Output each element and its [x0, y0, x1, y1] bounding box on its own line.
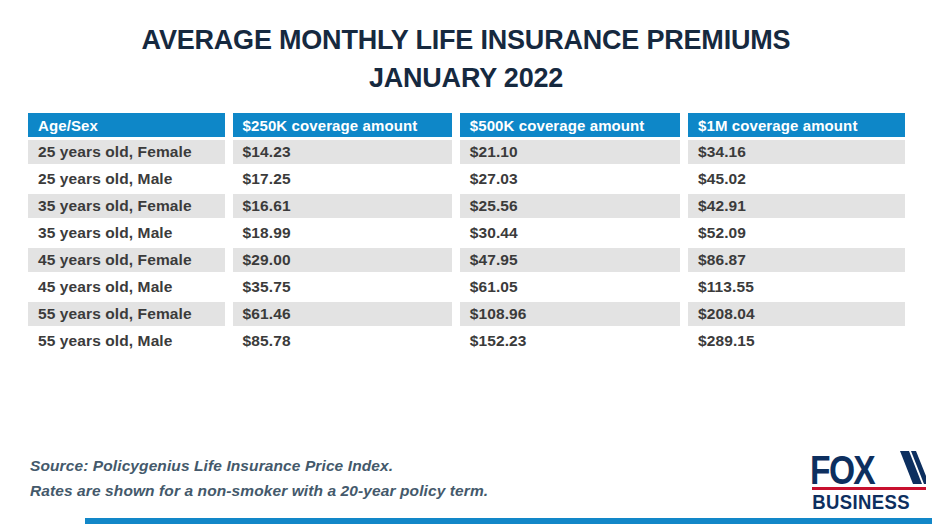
svg-text:BUSINESS: BUSINESS — [812, 492, 910, 512]
value-cell: $108.96 — [460, 302, 688, 329]
value-cell: $14.23 — [233, 140, 460, 167]
value-cell: $21.10 — [460, 140, 688, 167]
value-cell: $86.87 — [688, 248, 905, 275]
value-cell: $289.15 — [688, 329, 905, 356]
value-cell: $61.46 — [233, 302, 460, 329]
red-divider — [812, 487, 926, 490]
table-row: 25 years old, Male$17.25$27.03$45.02 — [28, 167, 905, 194]
value-cell: $208.04 — [688, 302, 905, 329]
infographic: AVERAGE MONTHLY LIFE INSURANCE PREMIUMS … — [0, 0, 932, 524]
table-header: Age/Sex$250K coverage amount$500K covera… — [28, 113, 905, 140]
page-title: AVERAGE MONTHLY LIFE INSURANCE PREMIUMS … — [0, 21, 932, 97]
column-header: $1M coverage amount — [688, 113, 905, 140]
value-cell: $18.99 — [233, 221, 460, 248]
business-wordmark: BUSINESS — [812, 492, 910, 512]
value-cell: $17.25 — [233, 167, 460, 194]
title-line-1: AVERAGE MONTHLY LIFE INSURANCE PREMIUMS — [0, 21, 932, 59]
value-cell: $45.02 — [688, 167, 905, 194]
source-note: Source: Policygenius Life Insurance Pric… — [30, 453, 488, 503]
source-line-1: Source: Policygenius Life Insurance Pric… — [30, 453, 488, 478]
searchlight-beams-icon — [900, 451, 926, 484]
row-label-cell: 25 years old, Female — [28, 140, 233, 167]
row-label-cell: 55 years old, Male — [28, 329, 233, 356]
table-row: 45 years old, Male$35.75$61.05$113.55 — [28, 275, 905, 302]
value-cell: $52.09 — [688, 221, 905, 248]
row-label-cell: 45 years old, Male — [28, 275, 233, 302]
table-row: 25 years old, Female$14.23$21.10$34.16 — [28, 140, 905, 167]
fox-wordmark: FOX — [810, 448, 876, 492]
value-cell: $27.03 — [460, 167, 688, 194]
table-row: 35 years old, Male$18.99$30.44$52.09 — [28, 221, 905, 248]
fox-business-logo: FOX BUSINESS — [800, 446, 926, 512]
table-body: 25 years old, Female$14.23$21.10$34.1625… — [28, 140, 905, 356]
value-cell: $30.44 — [460, 221, 688, 248]
value-cell: $35.75 — [233, 275, 460, 302]
table-row: 55 years old, Female$61.46$108.96$208.04 — [28, 302, 905, 329]
row-label-cell: 35 years old, Male — [28, 221, 233, 248]
column-header: $500K coverage amount — [460, 113, 688, 140]
table-row: 45 years old, Female$29.00$47.95$86.87 — [28, 248, 905, 275]
value-cell: $85.78 — [233, 329, 460, 356]
value-cell: $16.61 — [233, 194, 460, 221]
value-cell: $25.56 — [460, 194, 688, 221]
table-header-row: Age/Sex$250K coverage amount$500K covera… — [28, 113, 905, 140]
column-header: $250K coverage amount — [233, 113, 460, 140]
premiums-table: Age/Sex$250K coverage amount$500K covera… — [28, 113, 905, 356]
value-cell: $29.00 — [233, 248, 460, 275]
row-label-cell: 25 years old, Male — [28, 167, 233, 194]
value-cell: $47.95 — [460, 248, 688, 275]
bottom-accent-bar — [85, 518, 932, 524]
value-cell: $152.23 — [460, 329, 688, 356]
value-cell: $61.05 — [460, 275, 688, 302]
value-cell: $42.91 — [688, 194, 905, 221]
value-cell: $34.16 — [688, 140, 905, 167]
svg-text:FOX: FOX — [810, 448, 876, 492]
title-line-2: JANUARY 2022 — [0, 59, 932, 97]
table-row: 35 years old, Female$16.61$25.56$42.91 — [28, 194, 905, 221]
row-label-cell: 35 years old, Female — [28, 194, 233, 221]
value-cell: $113.55 — [688, 275, 905, 302]
table-row: 55 years old, Male$85.78$152.23$289.15 — [28, 329, 905, 356]
row-label-cell: 45 years old, Female — [28, 248, 233, 275]
column-header: Age/Sex — [28, 113, 233, 140]
source-line-2: Rates are shown for a non-smoker with a … — [30, 478, 488, 503]
row-label-cell: 55 years old, Female — [28, 302, 233, 329]
